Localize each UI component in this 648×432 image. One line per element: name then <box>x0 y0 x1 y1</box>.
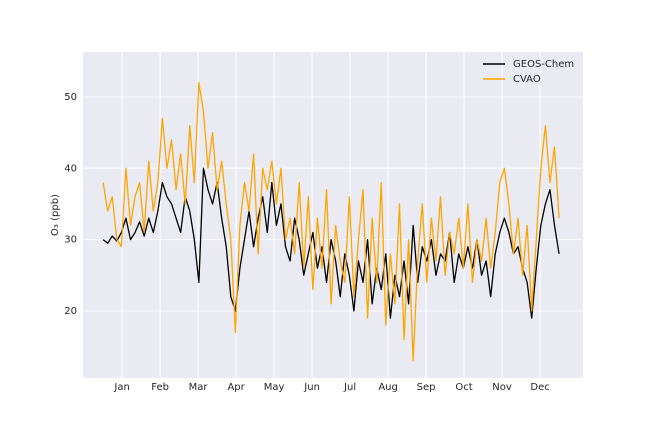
series-line <box>102 167 560 319</box>
x-tick-label: Jul <box>343 382 356 393</box>
y-tick-label: 40 <box>64 163 77 174</box>
x-tick-label: Sep <box>417 382 436 393</box>
y-tick-label: 30 <box>64 235 77 246</box>
x-tick-label: Dec <box>530 382 549 393</box>
x-tick-label: Jan <box>113 382 129 393</box>
series-line <box>102 82 560 362</box>
legend-label: CVAO <box>513 74 541 85</box>
x-tick-label: Jun <box>303 382 320 393</box>
y-tick-label: 50 <box>64 92 77 103</box>
legend: GEOS-Chem CVAO <box>483 59 574 85</box>
y-tick-label: 20 <box>64 306 77 317</box>
x-tick-label: Apr <box>227 382 245 393</box>
x-tick-label: Feb <box>151 382 169 393</box>
x-tick-label: Nov <box>492 382 512 393</box>
x-tick-label: Aug <box>378 382 398 393</box>
x-tick-label: Mar <box>189 382 209 393</box>
x-tick-label: Oct <box>455 382 472 393</box>
legend-label: GEOS-Chem <box>513 59 574 70</box>
y-axis-label: O₃ (ppb) <box>50 194 61 236</box>
x-tick-label: May <box>264 382 285 393</box>
plot-area <box>83 52 583 378</box>
